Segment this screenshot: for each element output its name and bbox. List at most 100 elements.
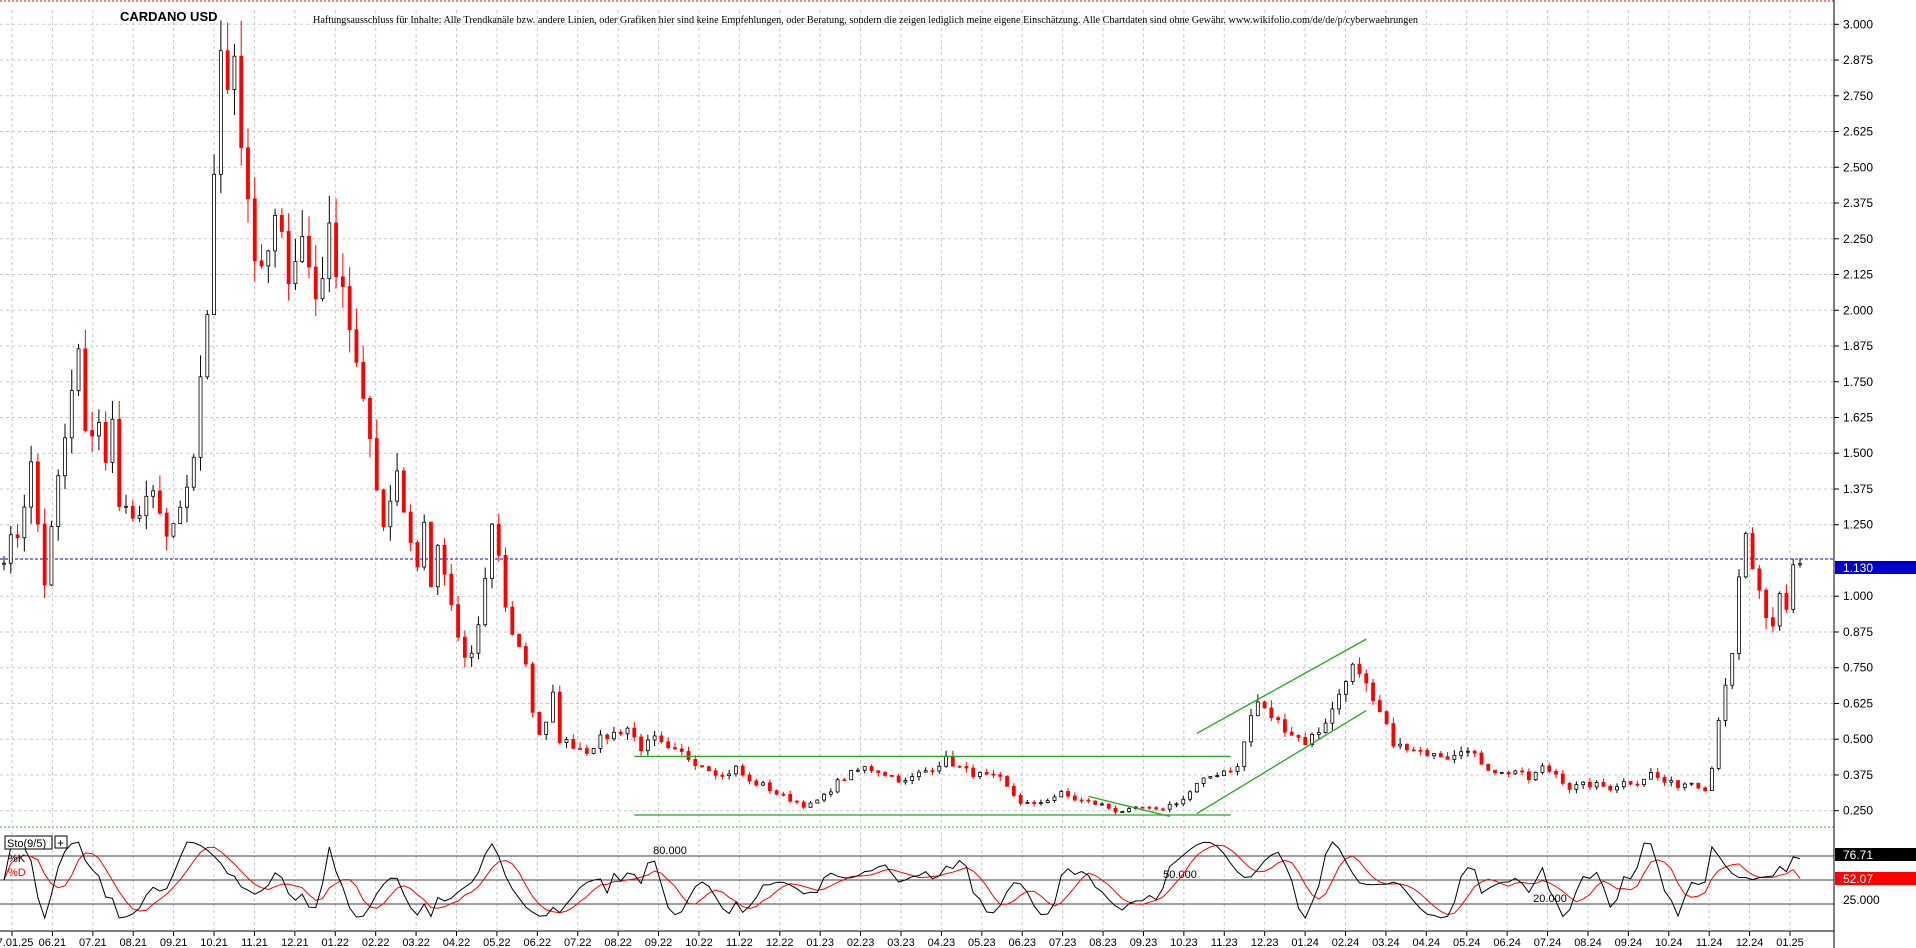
candle [1425, 747, 1430, 757]
candle [1791, 558, 1796, 614]
d-legend: %D [8, 867, 26, 879]
candle [517, 633, 521, 648]
expand-button[interactable] [54, 835, 68, 849]
candle [422, 514, 427, 571]
candle [1384, 710, 1389, 725]
candle [700, 765, 704, 768]
candle [76, 343, 81, 396]
candle [1466, 747, 1470, 757]
y-tick-label: 1.000 [1843, 589, 1873, 603]
x-tick-label: 12.23 [1251, 937, 1279, 948]
x-tick-label: 08.22 [604, 937, 632, 948]
candle [1222, 769, 1226, 777]
x-tick-label: 01.25 [1776, 937, 1804, 948]
candle [1459, 746, 1464, 760]
candle [340, 253, 345, 308]
candle [483, 567, 488, 627]
candle [1147, 805, 1152, 810]
candle [361, 345, 366, 402]
candle [889, 774, 894, 777]
candle [374, 419, 379, 491]
candle [1350, 662, 1355, 685]
candle [300, 210, 305, 264]
trendline [1196, 710, 1367, 815]
candle [307, 216, 311, 279]
y-tick-label: 1.375 [1843, 482, 1873, 496]
candle [1296, 734, 1301, 742]
candle [225, 22, 230, 95]
candle [239, 20, 244, 166]
candle [2, 556, 6, 571]
candle [1201, 777, 1206, 788]
candle [1154, 805, 1159, 811]
candle [1235, 763, 1240, 776]
x-tick-label: 12.21 [281, 937, 309, 948]
candle [564, 736, 569, 749]
candle [1472, 749, 1477, 757]
candle [1628, 781, 1633, 786]
candle [978, 771, 982, 780]
candle [645, 734, 650, 756]
candle [706, 765, 711, 772]
y-tick-label: 1.250 [1843, 518, 1873, 532]
stochastic-panel: 80.000 50.000 20.000 25.000 [0, 841, 1880, 920]
candle [1648, 767, 1653, 780]
k-value-label: 76.71 [1843, 848, 1873, 862]
candle [618, 729, 623, 736]
x-tick-label: 08.23 [1089, 937, 1117, 948]
candle [917, 769, 921, 781]
x-tick-label: 05.24 [1453, 937, 1481, 948]
candle [713, 767, 718, 780]
candle [1479, 750, 1484, 765]
candle [1045, 798, 1050, 804]
x-tick-label: 02.23 [847, 937, 875, 948]
candle [266, 249, 271, 283]
candle [510, 601, 515, 636]
candle [1018, 792, 1023, 806]
candle [1188, 790, 1192, 802]
y-tick-label: 2.875 [1843, 53, 1873, 67]
candle [1072, 792, 1077, 802]
candle [320, 256, 325, 302]
candle [1798, 558, 1802, 568]
candle [1262, 700, 1267, 709]
level-label: 80.000 [653, 845, 687, 857]
candle [1452, 750, 1457, 764]
indicator-box [4, 835, 53, 850]
candle [1777, 591, 1782, 631]
candle [1418, 747, 1423, 756]
candle [1669, 776, 1674, 787]
candle [693, 755, 698, 770]
trendlines [634, 638, 1367, 818]
k-value-tag [1835, 848, 1916, 861]
candles [2, 20, 1802, 815]
candle [1120, 811, 1125, 813]
candle [964, 762, 969, 773]
x-tick-label: 09.21 [160, 937, 188, 948]
x-tick-label: 04.23 [928, 937, 956, 948]
current-value-label: 1.130 [1843, 561, 1873, 575]
osc-y-tick-label: 25.000 [1843, 893, 1880, 907]
candle [1113, 805, 1118, 815]
candle [408, 504, 413, 552]
candle [56, 469, 61, 541]
candle [137, 505, 142, 523]
y-tick-label: 1.750 [1843, 375, 1873, 389]
x-tick-label: 08.21 [119, 937, 147, 948]
candle [1588, 778, 1592, 791]
candle [903, 777, 908, 785]
candle [795, 800, 799, 805]
k-line [3, 841, 1801, 920]
x-tick-label: 07.23 [1049, 937, 1077, 948]
candle [1269, 700, 1274, 722]
candle [1703, 786, 1708, 792]
candle [1276, 715, 1281, 724]
x-tick-label: 11.23 [1211, 937, 1238, 948]
candle [69, 369, 74, 454]
candle [727, 769, 732, 780]
candle [896, 773, 901, 783]
candle [1527, 768, 1531, 784]
candle [530, 662, 535, 718]
candle [544, 721, 549, 741]
